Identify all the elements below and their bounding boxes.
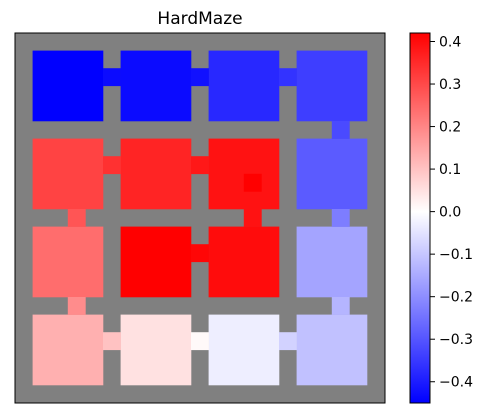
room-cell-0-3 [296,50,368,122]
door-h-0-0 [103,68,121,87]
door-v-2-3 [331,297,350,315]
maze-cells [32,50,368,386]
room-cell-2-0 [32,226,104,298]
door-v-1-3 [331,209,350,227]
room-cell-1-1 [120,138,192,210]
door-h-2-1 [191,244,209,263]
room-cell-0-0 [32,50,104,122]
colorbar-tick-label: 0.4 [439,35,461,51]
colorbar-tick-label: 0.2 [439,120,461,136]
door-v-0-3 [331,121,350,139]
door-h-1-1 [191,156,209,175]
highlight-cell-0 [243,173,262,192]
chart-title: HardMaze [157,9,242,29]
room-cell-2-2 [208,226,280,298]
colorbar-tick-label: 0.1 [439,162,461,178]
room-cell-3-0 [32,314,104,386]
colorbar-tick-label: 0.3 [439,77,461,93]
door-h-3-1 [191,332,209,351]
door-h-3-2 [279,332,297,351]
door-v-1-0 [67,209,86,227]
colorbar [409,32,431,404]
door-h-0-2 [279,68,297,87]
colorbar-ticks: 0.4 0.3 0.2 0.1 0.0 −0.1 −0.2 −0.3 −0.4 [430,35,473,391]
door-h-0-1 [191,68,209,87]
colorbar-tick-label: −0.3 [439,332,473,348]
door-h-3-0 [103,332,121,351]
door-v-1-2 [243,209,262,227]
room-cell-2-1 [120,226,192,298]
room-cell-3-1 [120,314,192,386]
room-cell-0-2 [208,50,280,122]
colorbar-tick-label: 0.0 [439,205,461,221]
room-cell-3-2 [208,314,280,386]
colorbar-tick-label: −0.1 [439,247,473,263]
room-cell-1-0 [32,138,104,210]
room-cell-2-3 [296,226,368,298]
door-h-1-0 [103,156,121,175]
plot-frame [14,32,386,404]
room-cell-0-1 [120,50,192,122]
room-cell-3-3 [296,314,368,386]
colorbar-tick-label: −0.4 [439,375,473,391]
room-cell-1-3 [296,138,368,210]
door-v-2-0 [67,297,86,315]
colorbar-tick-label: −0.2 [439,290,473,306]
